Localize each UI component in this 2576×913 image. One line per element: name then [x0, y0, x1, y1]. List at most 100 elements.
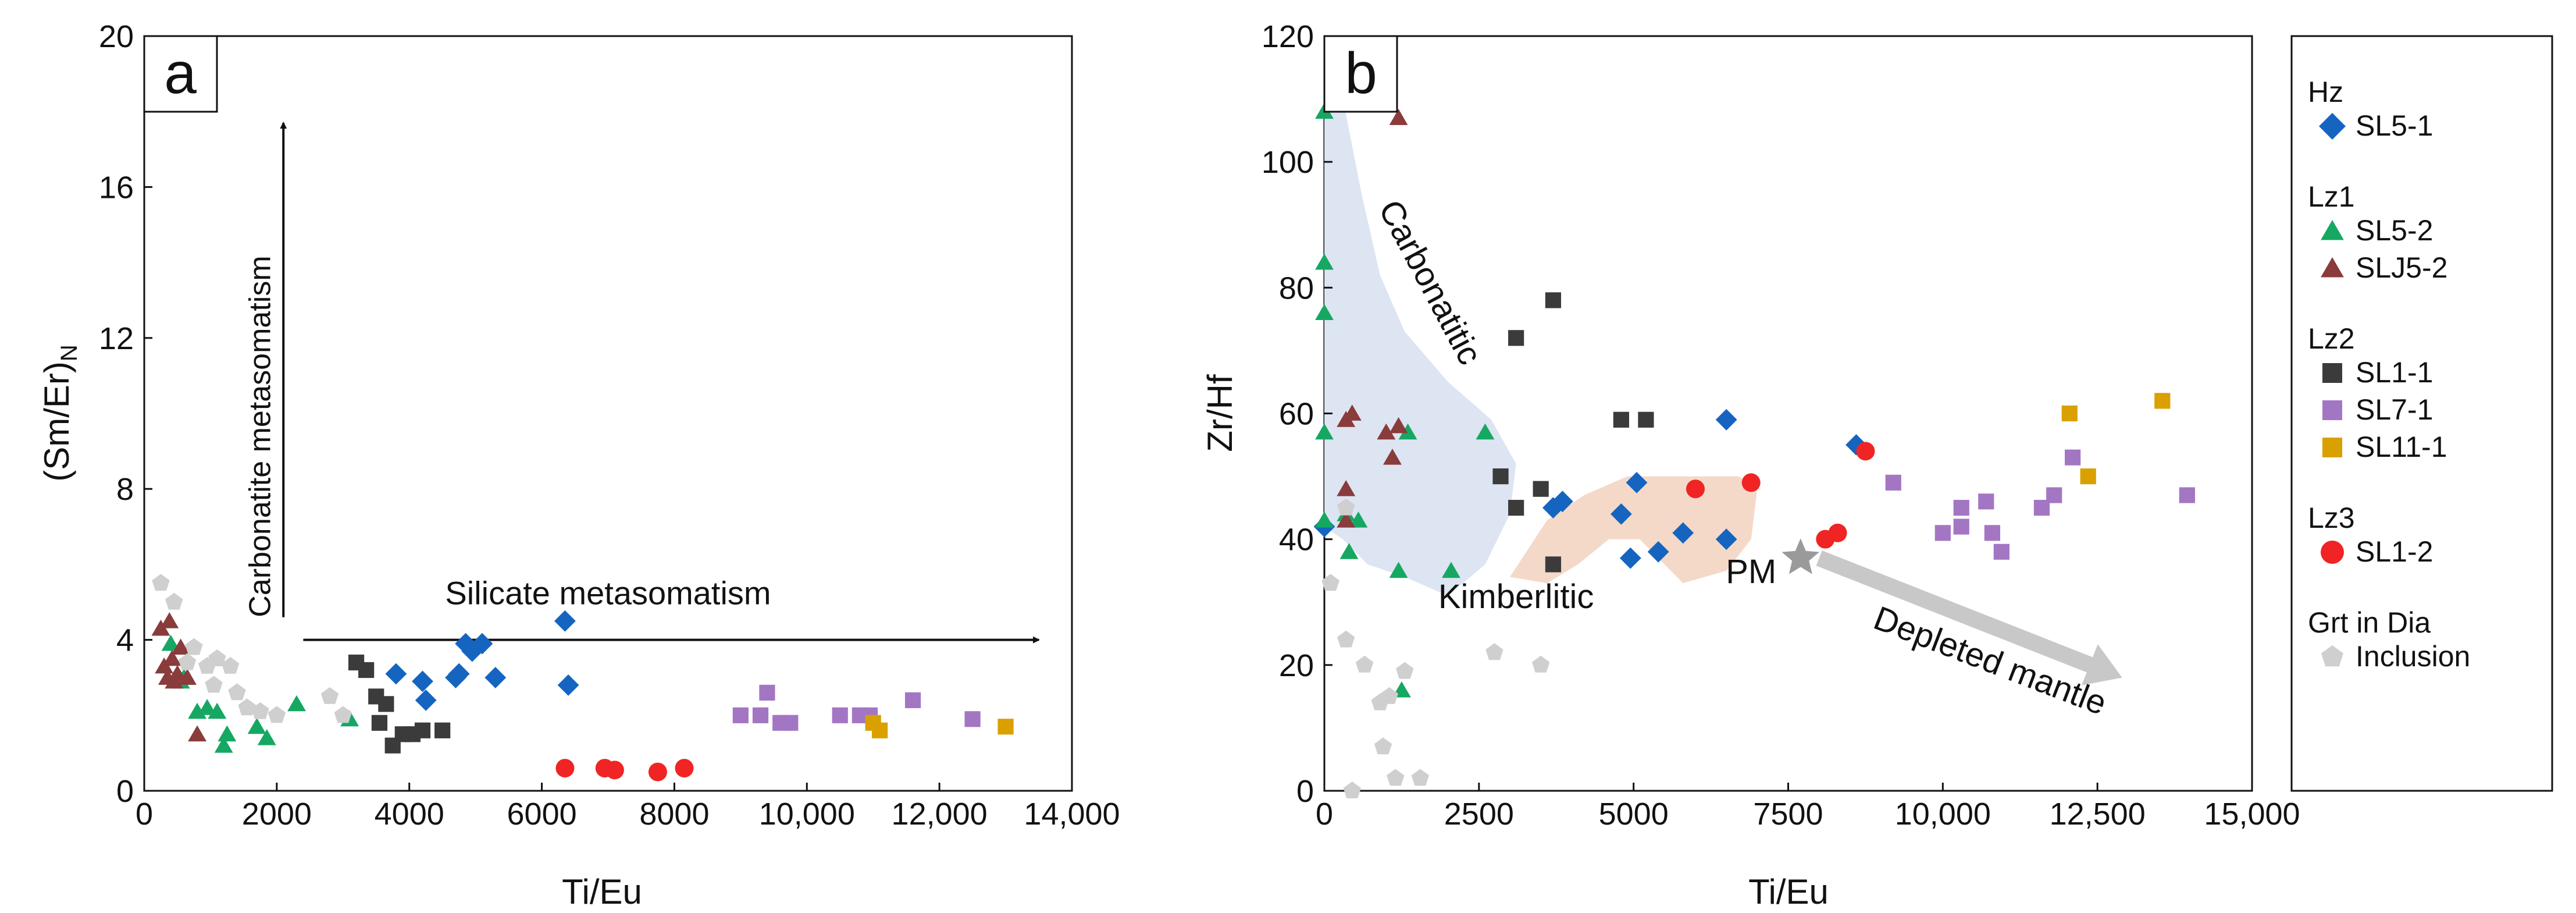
point-a-Inclusion-5 [208, 649, 226, 666]
point-a-SL11-1-2 [997, 719, 1014, 735]
point-b-Inclusion-11 [1374, 737, 1392, 755]
point-b-SL5-2-3 [1315, 423, 1334, 440]
point-b-Inclusion-7 [1411, 769, 1429, 786]
legend-entry-SL7-1: SL7-1 [2356, 393, 2433, 426]
x-tick-label-b-2: 5000 [1599, 797, 1669, 832]
legend-marker-SL11-1 [2322, 438, 2342, 457]
x-tick-label-b-4: 10,000 [1895, 797, 1991, 832]
legend-marker-SL7-1 [2322, 400, 2342, 420]
point-b-SL5-1-7 [1672, 522, 1694, 544]
point-b-Inclusion-12 [1337, 498, 1355, 516]
point-b-SL7-1-1 [1934, 525, 1951, 541]
point-a-SL1-1-9 [368, 688, 384, 705]
point-b-SL5-2-7 [1349, 511, 1368, 528]
point-a-Inclusion-1 [165, 592, 183, 610]
point-b-SL7-1-5 [1984, 525, 2000, 541]
panel-a-frame [143, 35, 1073, 792]
point-a-Inclusion-0 [152, 574, 170, 591]
point-b-Inclusion-6 [1396, 662, 1414, 679]
point-b-SL5-2-2 [1315, 304, 1334, 320]
point-b-SL5-1-3 [1611, 503, 1632, 525]
point-b-SL5-1-9 [1715, 408, 1737, 431]
panel-b-x-axis-label: Ti/Eu [1748, 872, 1829, 911]
point-a-Inclusion-10 [320, 687, 339, 704]
panel-b-tag-box [1323, 35, 1398, 113]
point-a-SL1-2-0 [555, 759, 575, 778]
x-tick-label-b-6: 15,000 [2204, 797, 2300, 832]
panel-b-y-axis-label: Zr/Hf [1200, 374, 1239, 452]
point-a-SL11-1-1 [872, 722, 888, 738]
pm-label: PM [1726, 553, 1776, 591]
point-a-SL5-1-10 [557, 674, 579, 696]
carbonatitic-field [1324, 99, 1516, 596]
point-b-Inclusion-10 [1343, 781, 1362, 798]
y-tick-label-a-5: 20 [99, 19, 134, 54]
point-b-SL11-1-1 [2080, 468, 2096, 485]
point-b-SL1-1-4 [1545, 556, 1562, 573]
point-b-SL1-1-6 [1613, 411, 1629, 428]
point-b-SL7-1-8 [2046, 487, 2062, 503]
silicate-metasomatism-label: Silicate metasomatism [445, 575, 771, 612]
legend-entry-SL5-2: SL5-2 [2356, 214, 2433, 247]
point-b-SL5-1-8 [1715, 528, 1737, 550]
y-tick-label-b-1: 20 [1279, 648, 1314, 683]
point-b-SL7-1-6 [1993, 543, 2010, 560]
x-tick-label-a-1: 2000 [242, 797, 312, 832]
x-tick-label-a-2: 4000 [375, 797, 444, 832]
point-b-SLJ5-2-5 [1389, 417, 1408, 434]
y-tick-label-b-3: 60 [1279, 397, 1314, 432]
point-b-SLJ5-2-6 [1389, 109, 1408, 125]
point-a-SLJ5-2-6 [168, 665, 187, 681]
point-a-SL1-1-1 [358, 662, 375, 678]
point-b-SL1-2-0 [1686, 479, 1705, 499]
point-a-Inclusion-13 [238, 698, 256, 716]
point-b-SL5-2-8 [1389, 562, 1408, 578]
point-b-SL1-1-7 [1638, 411, 1654, 428]
panel-a-y-axis-label-main: (Sm/Er) [37, 361, 76, 482]
pm-star-point [1782, 538, 1820, 574]
x-tick-label-a-7: 14,000 [1024, 797, 1120, 832]
point-a-SL7-1-9 [964, 711, 981, 727]
point-b-Inclusion-5 [1387, 769, 1405, 786]
point-b-SL11-1-2 [2154, 393, 2171, 409]
panel-a-tag: a [164, 41, 197, 106]
x-tick-label-a-0: 0 [136, 797, 153, 832]
point-b-SL5-2-6 [1339, 543, 1359, 559]
point-b-SLJ5-2-3 [1377, 423, 1396, 440]
point-a-SL7-1-2 [759, 684, 775, 701]
point-a-Inclusion-2 [178, 653, 197, 670]
point-a-SL1-2-2 [605, 761, 624, 780]
point-a-SL1-1-2 [371, 715, 388, 731]
point-a-SL1-1-8 [434, 722, 451, 738]
point-a-SLJ5-2-3 [160, 612, 179, 628]
y-tick-label-a-2: 8 [116, 472, 134, 507]
point-a-SL5-1-9 [554, 610, 576, 632]
panel-b: 0 2500 5000 7500 10,000 12,500 15,000 0 20 40 60 80… [1200, 19, 2300, 911]
point-b-SL5-1-4 [1619, 547, 1641, 569]
point-b-Inclusion-0 [1321, 574, 1339, 591]
panel-b-tag: b [1345, 41, 1377, 106]
point-a-SL1-2-3 [648, 762, 667, 781]
point-b-SL1-2-3 [1828, 523, 1847, 542]
legend-entry-SLJ5-2: SLJ5-2 [2356, 251, 2447, 284]
point-a-SL1-2-4 [675, 759, 694, 778]
y-tick-label-b-6: 120 [1262, 19, 1314, 54]
point-a-SL5-2-7 [247, 717, 266, 734]
point-b-SL1-1-2 [1508, 330, 1524, 346]
point-a-Inclusion-8 [251, 702, 269, 719]
legend-marker-SL5-2 [2321, 220, 2344, 240]
point-b-SL5-2-1 [1315, 253, 1334, 270]
y-tick-label-a-0: 0 [116, 774, 134, 809]
x-tick-label-b-1: 2500 [1444, 797, 1514, 832]
point-b-SL1-1-5 [1545, 292, 1562, 308]
point-b-SL1-1-3 [1533, 481, 1549, 497]
x-tick-label-b-3: 7500 [1753, 797, 1823, 832]
x-tick-label-a-4: 8000 [639, 797, 709, 832]
point-b-SL1-1-0 [1492, 468, 1509, 485]
legend-marker-SL1-2 [2321, 541, 2344, 564]
point-b-SL7-1-10 [2179, 487, 2195, 503]
legend-marker-SL5-1 [2319, 113, 2346, 140]
point-b-SL5-1-1 [1542, 497, 1564, 518]
point-b-Inclusion-2 [1355, 655, 1374, 673]
x-tick-label-a-5: 10,000 [759, 797, 855, 832]
